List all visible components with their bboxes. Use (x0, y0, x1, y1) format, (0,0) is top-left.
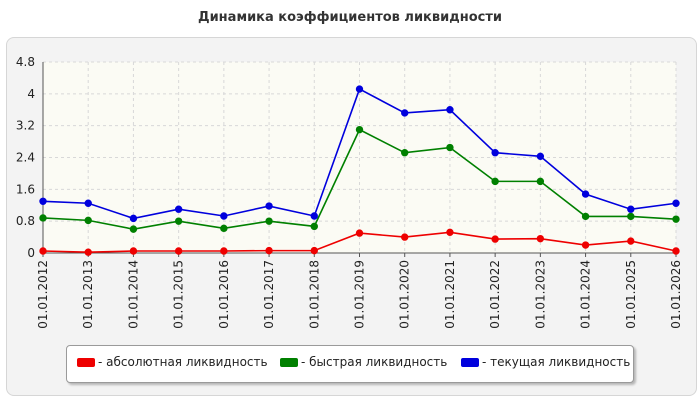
data-point (627, 205, 635, 213)
x-tick-label: 01.01.2022 (488, 260, 502, 329)
legend-item-quick: - быстрая ликвидность (280, 355, 447, 369)
x-tick-label: 01.01.2018 (307, 260, 321, 329)
data-point (220, 247, 228, 255)
x-tick-label: 01.01.2023 (533, 260, 547, 329)
legend-item-absolute: - абсолютная ликвидность (77, 355, 268, 369)
data-point (310, 246, 318, 255)
data-point (672, 247, 680, 255)
chart-legend: - абсолютная ликвидность - быстрая ликви… (66, 345, 634, 383)
legend-swatch-quick (280, 358, 298, 367)
data-point (581, 241, 590, 249)
data-point (355, 125, 364, 134)
data-point (536, 234, 545, 243)
data-point (401, 109, 409, 117)
y-tick-label: 2.4 (16, 151, 35, 165)
legend-label-current: - текущая ликвидность (482, 355, 631, 369)
data-point (84, 248, 92, 256)
x-tick-label: 01.01.2020 (398, 260, 412, 329)
x-tick-label: 01.01.2016 (217, 260, 231, 329)
legend-label-quick: - быстрая ликвидность (301, 355, 448, 369)
data-point (491, 177, 499, 186)
data-point (536, 177, 545, 186)
data-point (84, 216, 92, 225)
data-point (310, 212, 318, 220)
data-point (39, 247, 47, 255)
y-tick-label: 4 (27, 87, 35, 101)
data-point (174, 217, 183, 225)
x-tick-label: 01.01.2012 (36, 260, 50, 329)
data-point (174, 205, 183, 213)
data-point (581, 212, 590, 221)
data-point (581, 190, 590, 198)
data-point (355, 229, 364, 237)
y-tick-label: 4.8 (16, 55, 35, 69)
chart-title: Динамика коэффициентов ликвидности (198, 10, 502, 25)
data-point (672, 215, 680, 223)
y-tick-label: 0.8 (16, 214, 35, 228)
data-point (265, 217, 273, 225)
data-point (39, 214, 47, 222)
data-point (491, 235, 499, 243)
x-tick-label: 01.01.2026 (669, 260, 683, 329)
data-point (491, 149, 499, 157)
x-tick-label: 01.01.2014 (126, 260, 140, 329)
data-point (401, 233, 409, 241)
data-point (536, 152, 545, 161)
y-tick-label: 3.2 (16, 119, 35, 133)
data-point (446, 143, 454, 152)
data-point (672, 199, 680, 207)
y-tick-label: 0 (27, 246, 35, 260)
data-point (446, 228, 454, 237)
legend-swatch-current (461, 358, 479, 367)
data-point (220, 212, 228, 220)
x-tick-label: 01.01.2024 (579, 260, 593, 329)
x-tick-label: 01.01.2013 (81, 260, 95, 329)
data-point (129, 225, 138, 233)
data-point (310, 222, 318, 231)
data-point (39, 197, 47, 205)
data-point (627, 212, 635, 221)
data-point (220, 224, 228, 233)
data-point (627, 237, 635, 245)
x-tick-label: 01.01.2017 (262, 260, 276, 329)
y-tick-label: 1.6 (16, 182, 35, 196)
data-point (174, 247, 183, 255)
data-point (446, 106, 454, 114)
data-point (401, 149, 409, 157)
legend-label-absolute: - абсолютная ликвидность (98, 355, 268, 369)
data-point (129, 214, 138, 223)
legend-item-current: - текущая ликвидность (461, 355, 630, 369)
legend-swatch-absolute (77, 358, 95, 367)
data-point (84, 199, 92, 207)
x-tick-label: 01.01.2019 (353, 260, 367, 329)
data-point (129, 247, 138, 255)
x-tick-label: 01.01.2025 (624, 260, 638, 329)
x-tick-label: 01.01.2015 (172, 260, 186, 329)
x-tick-label: 01.01.2021 (443, 260, 457, 329)
data-point (355, 85, 364, 93)
data-point (265, 246, 273, 255)
data-point (265, 202, 273, 210)
